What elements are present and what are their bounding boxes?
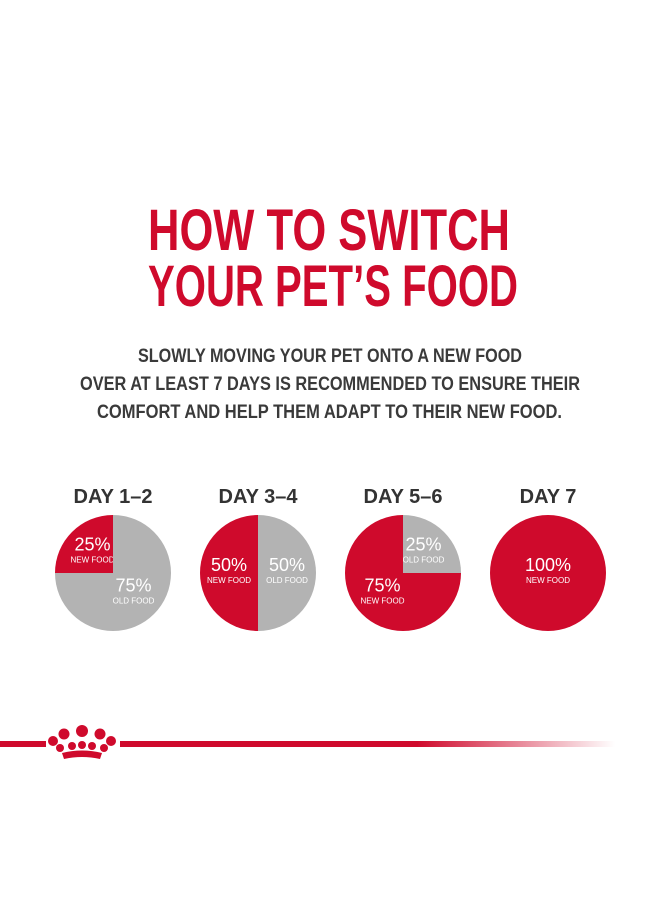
pie-category-label: NEW FOOD (526, 576, 570, 585)
intro-line: OVER AT LEAST 7 DAYS IS RECOMMENDED TO E… (80, 374, 580, 395)
pie-value-label: 50% (269, 555, 305, 575)
pie-category-label: OLD FOOD (266, 576, 308, 585)
intro-line: COMFORT AND HELP THEM ADAPT TO THEIR NEW… (97, 402, 562, 423)
day-label: DAY 1–2 (74, 486, 153, 508)
footer-line (120, 741, 615, 747)
pie-category-label: NEW FOOD (207, 576, 251, 585)
pie-value-label: 100% (525, 555, 571, 575)
day-label: DAY 5–6 (364, 486, 443, 508)
title-line: YOUR PET’S FOOD (148, 254, 518, 319)
day-label: DAY 3–4 (219, 486, 299, 508)
intro-line: SLOWLY MOVING YOUR PET ONTO A NEW FOOD (138, 346, 522, 367)
pie-slice (55, 515, 171, 631)
pie-value-label: 75% (364, 576, 400, 596)
pie-category-label: NEW FOOD (70, 555, 114, 564)
pie-category-label: OLD FOOD (113, 597, 155, 606)
pie-slice (490, 515, 606, 631)
pie-value-label: 25% (405, 534, 441, 554)
day-label: DAY 7 (520, 486, 577, 508)
pie-category-label: NEW FOOD (360, 597, 404, 606)
pie-slice (258, 515, 316, 631)
pie-category-label: OLD FOOD (403, 555, 445, 564)
pie-value-label: 50% (211, 555, 247, 575)
pie-value-label: 25% (74, 534, 110, 554)
crown-logo (48, 725, 116, 759)
title-line: HOW TO SWITCH (148, 198, 510, 263)
footer-line (0, 741, 46, 747)
pie-slice (403, 515, 461, 573)
pie-slice (200, 515, 258, 631)
pie-value-label: 75% (115, 576, 151, 596)
pie-slice (55, 515, 113, 573)
